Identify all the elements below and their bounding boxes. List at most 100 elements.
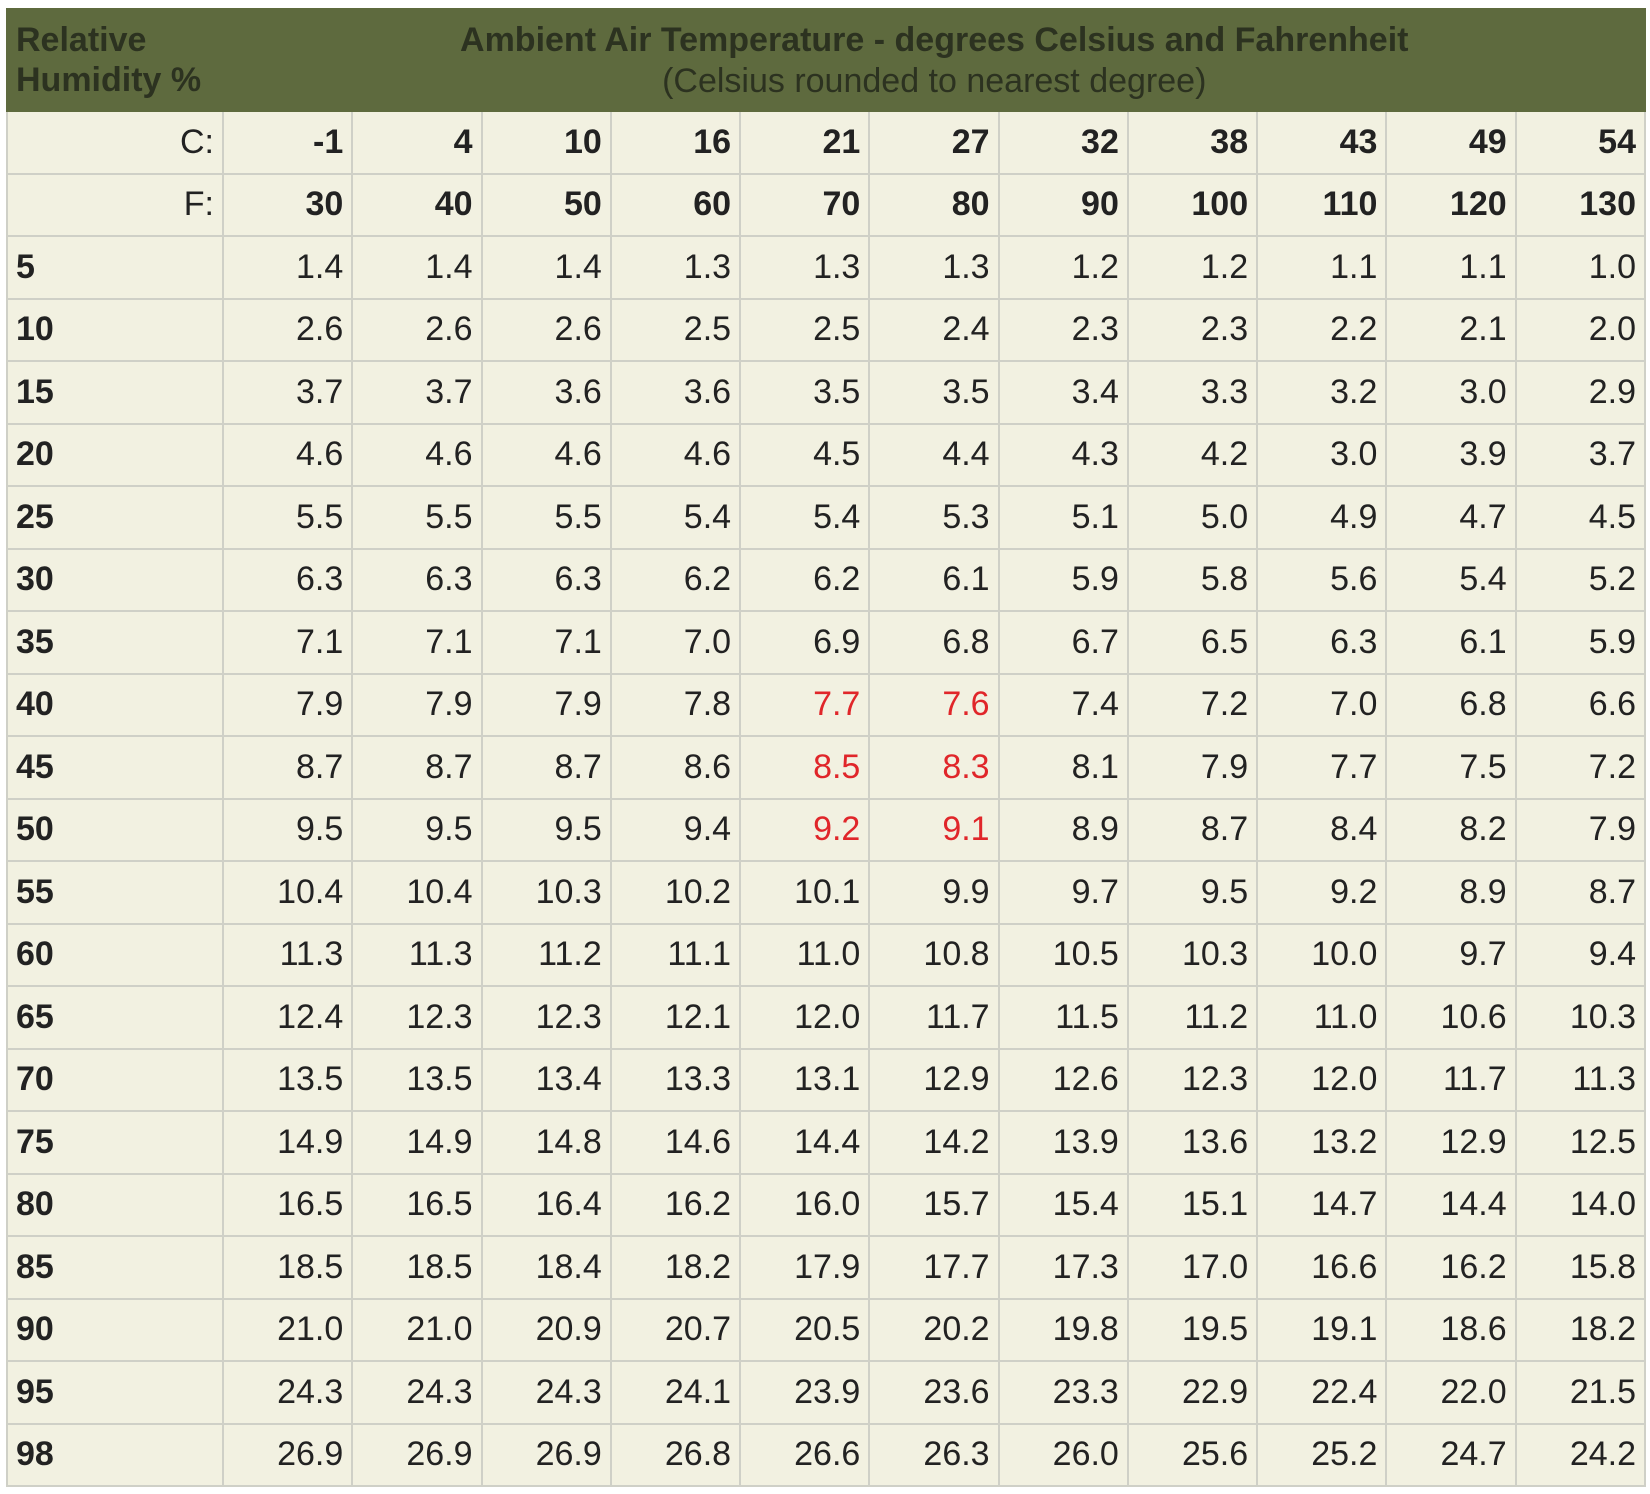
table-cell: 14.7 <box>1256 1172 1388 1237</box>
table-cell: 9.4 <box>1514 922 1647 987</box>
table-cell: 9.4 <box>609 797 742 862</box>
table-cell: 4.7 <box>1385 485 1517 550</box>
table-cell: 12.4 <box>221 985 354 1050</box>
humidity-value: 10 <box>6 297 224 362</box>
table-cell: 4.6 <box>609 422 742 487</box>
table-row: 35 7.1 7.1 7.1 7.0 6.9 6.8 6.7 6.5 6.3 6.1 5.9 <box>6 610 1647 675</box>
fahrenheit-value: 40 <box>351 172 483 237</box>
table-cell: 2.0 <box>1514 297 1647 362</box>
table-cell: 16.5 <box>351 1172 483 1237</box>
table-cell: 8.6 <box>609 735 742 800</box>
table-header: Relative Humidity % Ambient Air Temperat… <box>6 8 1646 112</box>
table-cell: 6.1 <box>1385 610 1517 675</box>
table-cell: 13.3 <box>609 1047 742 1112</box>
humidity-value: 35 <box>6 610 224 675</box>
table-cell: 23.3 <box>997 1360 1129 1425</box>
humidity-value: 20 <box>6 422 224 487</box>
table-cell: 20.7 <box>609 1297 742 1362</box>
table-cell: 2.5 <box>609 297 742 362</box>
fahrenheit-label: F: <box>6 172 224 237</box>
table-cell: 3.7 <box>221 360 354 425</box>
table-cell: 18.6 <box>1385 1297 1517 1362</box>
table-cell: 2.6 <box>221 297 354 362</box>
table-row: 60 11.3 11.3 11.2 11.1 11.0 10.8 10.5 10.3 10.0 9.… <box>6 922 1647 987</box>
table-cell: 5.9 <box>997 547 1129 612</box>
table-cell: 26.6 <box>739 1422 871 1487</box>
table-cell: 18.4 <box>480 1235 612 1300</box>
table-cell: 10.2 <box>609 860 742 925</box>
table-row: 10 2.6 2.6 2.6 2.5 2.5 2.4 2.3 2.3 2.2 2.1 2.0 <box>6 297 1647 362</box>
table-cell: 4.5 <box>739 422 871 487</box>
table-row: 45 8.7 8.7 8.7 8.6 8.5 8.3 8.1 7.9 7.7 7.5 7.2 <box>6 735 1647 800</box>
table-cell: 18.2 <box>609 1235 742 1300</box>
humidity-value: 5 <box>6 235 224 300</box>
relative-humidity-header: Relative Humidity % <box>6 8 225 112</box>
table-cell: 3.6 <box>609 360 742 425</box>
table-body: C: -1 4 10 16 21 27 32 38 43 49 54 F: 30 40 50 60 70 80… <box>6 110 1647 1487</box>
table-cell: 7.8 <box>609 672 742 737</box>
table-cell: 22.0 <box>1385 1360 1517 1425</box>
table-cell: 12.3 <box>351 985 483 1050</box>
table-cell: 7.9 <box>1126 735 1259 800</box>
celsius-value: 43 <box>1256 110 1388 175</box>
table-cell: 10.3 <box>480 860 612 925</box>
table-cell: 7.0 <box>609 610 742 675</box>
table-cell: 24.3 <box>351 1360 483 1425</box>
table-cell: 4.6 <box>480 422 612 487</box>
table-cell: 3.6 <box>480 360 612 425</box>
table-cell: 4.3 <box>997 422 1129 487</box>
table-cell: 5.0 <box>1126 485 1259 550</box>
table-cell: 14.6 <box>609 1110 742 1175</box>
table-cell: 15.4 <box>997 1172 1129 1237</box>
table-cell: 25.6 <box>1126 1422 1259 1487</box>
table-cell: 21.0 <box>221 1297 354 1362</box>
table-cell: 7.9 <box>351 672 483 737</box>
table-cell: 7.0 <box>1256 672 1388 737</box>
table-cell: 11.3 <box>1514 1047 1647 1112</box>
table-row: 98 26.9 26.9 26.9 26.8 26.6 26.3 26.0 25.6 25.2 24… <box>6 1422 1647 1487</box>
table-cell: 7.7 <box>1256 735 1388 800</box>
table-row: 95 24.3 24.3 24.3 24.1 23.9 23.6 23.3 22.9 22.4 22… <box>6 1360 1647 1425</box>
table-cell: 5.6 <box>1256 547 1388 612</box>
table-cell: 3.0 <box>1385 360 1517 425</box>
table-cell: 24.3 <box>480 1360 612 1425</box>
celsius-value: 16 <box>609 110 742 175</box>
table-cell: 12.6 <box>997 1047 1129 1112</box>
table-cell: 15.1 <box>1126 1172 1259 1237</box>
table-cell: 20.9 <box>480 1297 612 1362</box>
table-cell: 14.2 <box>868 1110 1000 1175</box>
table-cell: 5.8 <box>1126 547 1259 612</box>
table-cell: 2.4 <box>868 297 1000 362</box>
humidity-value: 50 <box>6 797 224 862</box>
table-row: 15 3.7 3.7 3.6 3.6 3.5 3.5 3.4 3.3 3.2 3.0 2.9 <box>6 360 1647 425</box>
humidity-value: 75 <box>6 1110 224 1175</box>
table-cell: 11.2 <box>480 922 612 987</box>
corner-line-2: Humidity % <box>16 61 202 99</box>
celsius-value: 32 <box>997 110 1129 175</box>
table-cell: 5.4 <box>1385 547 1517 612</box>
table-cell: 9.2 <box>1256 860 1388 925</box>
table-cell: 4.9 <box>1256 485 1388 550</box>
table-cell: 3.3 <box>1126 360 1259 425</box>
humidity-value: 98 <box>6 1422 224 1487</box>
table-cell: 6.8 <box>868 610 1000 675</box>
table-cell: 5.4 <box>739 485 871 550</box>
table-cell: 5.4 <box>609 485 742 550</box>
table-cell: 12.0 <box>1256 1047 1388 1112</box>
table-cell: 16.2 <box>609 1172 742 1237</box>
table-cell: 2.6 <box>351 297 483 362</box>
table-row: 30 6.3 6.3 6.3 6.2 6.2 6.1 5.9 5.8 5.6 5.4 5.2 <box>6 547 1647 612</box>
table-cell: 11.7 <box>868 985 1000 1050</box>
table-row: 20 4.6 4.6 4.6 4.6 4.5 4.4 4.3 4.2 3.0 3.9 3.7 <box>6 422 1647 487</box>
table-cell: 9.5 <box>351 797 483 862</box>
table-cell: 20.2 <box>868 1297 1000 1362</box>
table-cell: 15.7 <box>868 1172 1000 1237</box>
table-container: Relative Humidity % Ambient Air Temperat… <box>6 8 1647 1487</box>
table-cell: 21.5 <box>1514 1360 1647 1425</box>
table-cell: 17.3 <box>997 1235 1129 1300</box>
table-cell: 22.4 <box>1256 1360 1388 1425</box>
humidity-value: 70 <box>6 1047 224 1112</box>
table-cell: 11.3 <box>351 922 483 987</box>
table-cell: 13.1 <box>739 1047 871 1112</box>
humidity-value: 65 <box>6 985 224 1050</box>
